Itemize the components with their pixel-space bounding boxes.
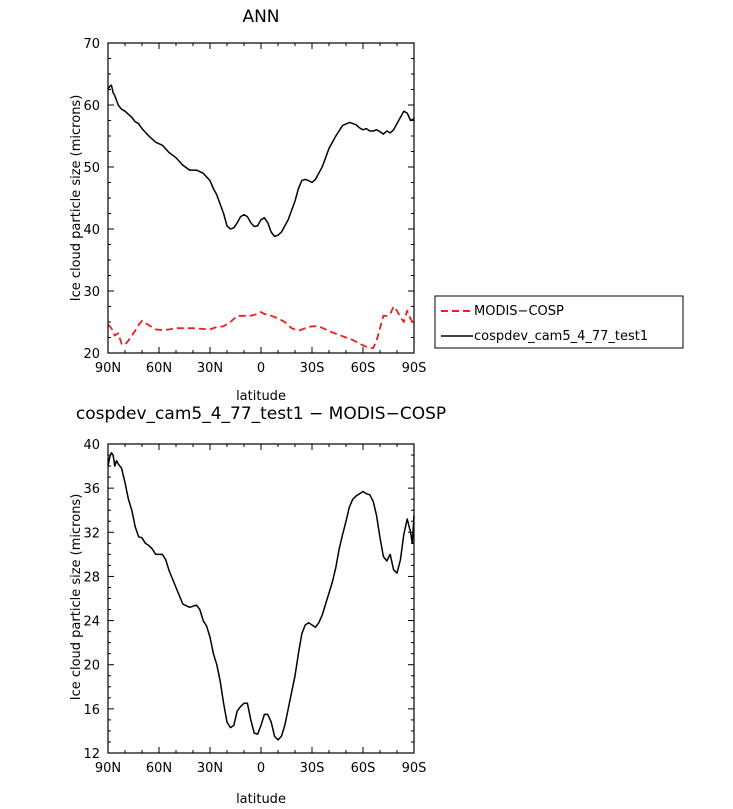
y-tick-label-60: 60 — [83, 99, 100, 114]
x-tick-label-60s: 60S — [351, 761, 376, 776]
legend-box — [434, 295, 684, 349]
x-tick-label-30n: 30N — [197, 361, 223, 376]
series-line-modis-cosp — [107, 305, 415, 349]
bottom-chart-title: cospdev_cam5_4_77_test1 − MODIS−COSP — [76, 404, 446, 424]
x-tick-label-60n: 60N — [146, 761, 172, 776]
x-tick-label-90n: 90N — [95, 761, 121, 776]
top-chart-ticks — [107, 42, 415, 354]
top-chart-series — [107, 84, 415, 349]
y-tick-label-40: 40 — [83, 438, 100, 453]
x-tick-label-30s: 30S — [300, 761, 325, 776]
y-tick-label-20: 20 — [83, 659, 100, 674]
y-tick-label-28: 28 — [83, 570, 100, 585]
y-tick-label-24: 24 — [83, 615, 100, 630]
top-chart: ANN Ice cloud particle size (microns) la… — [69, 7, 426, 404]
y-tick-label-20: 20 — [83, 347, 100, 362]
top-chart-legend: MODIS−COSP cospdev_cam5_4_77_test1 — [434, 295, 684, 349]
x-tick-label-90s: 90S — [402, 361, 427, 376]
top-chart-title: ANN — [242, 7, 279, 27]
x-tick-label-60n: 60N — [146, 361, 172, 376]
y-tick-label-30: 30 — [83, 285, 100, 300]
top-chart-x-axis-label: latitude — [236, 389, 286, 404]
x-tick-label-0: 0 — [257, 761, 265, 776]
bottom-chart-ticks — [107, 443, 415, 754]
legend-label-modis-cosp: MODIS−COSP — [474, 304, 564, 319]
y-tick-label-40: 40 — [83, 223, 100, 238]
y-tick-label-36: 36 — [83, 482, 100, 497]
bottom-chart-x-axis-label: latitude — [236, 792, 286, 807]
x-tick-label-60s: 60S — [351, 361, 376, 376]
top-chart-tick-labels: 90N 60N 30N 0 30S 60S 90S 20 30 40 50 60 70 — [83, 37, 426, 376]
x-tick-label-90s: 90S — [402, 761, 427, 776]
bottom-chart-plot-frame — [107, 443, 415, 754]
top-chart-y-axis-label: Ice cloud particle size (microns) — [69, 95, 84, 302]
legend-label-cospdev: cospdev_cam5_4_77_test1 — [474, 329, 648, 344]
x-tick-label-30s: 30S — [300, 361, 325, 376]
y-tick-label-50: 50 — [83, 161, 100, 176]
series-line-difference — [107, 452, 415, 741]
bottom-chart-y-axis-label: Ice cloud particle size (microns) — [69, 494, 84, 701]
x-tick-label-90n: 90N — [95, 361, 121, 376]
bottom-chart-series — [107, 452, 415, 741]
y-tick-label-12: 12 — [83, 747, 100, 762]
y-tick-label-16: 16 — [83, 703, 100, 718]
x-tick-label-0: 0 — [257, 361, 265, 376]
x-tick-label-30n: 30N — [197, 761, 223, 776]
series-line-cospdev-cam5-4-77-test1 — [107, 84, 415, 238]
bottom-chart-tick-labels: 90N 60N 30N 0 30S 60S 90S 12 16 20 24 28 32 36 40 — [83, 438, 426, 776]
bottom-chart: cospdev_cam5_4_77_test1 − MODIS−COSP Ice… — [69, 404, 446, 807]
y-tick-label-32: 32 — [83, 526, 100, 541]
y-tick-label-70: 70 — [83, 37, 100, 52]
top-chart-plot-frame — [107, 42, 415, 354]
